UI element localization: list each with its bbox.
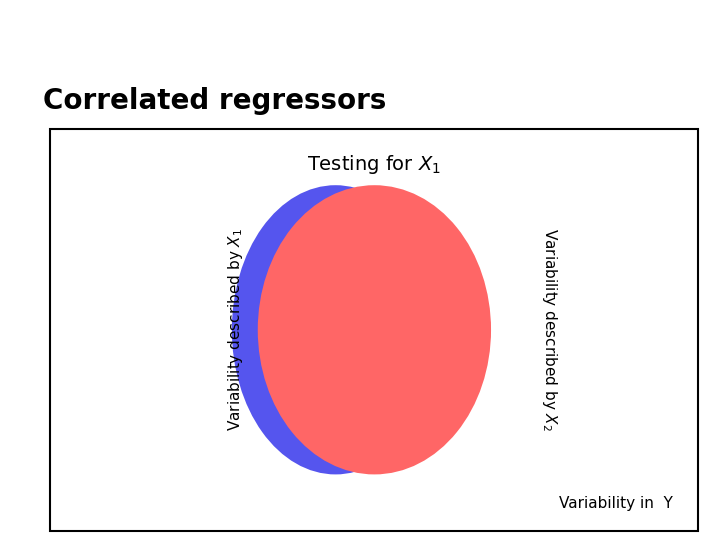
Text: SPM: SPM <box>593 18 702 62</box>
Text: Correlated regressors: Correlated regressors <box>43 87 387 115</box>
Ellipse shape <box>232 185 439 475</box>
Text: Variability in  Y: Variability in Y <box>559 496 672 511</box>
Text: Testing for $X_1$: Testing for $X_1$ <box>307 153 441 176</box>
Text: †: † <box>637 23 647 42</box>
Ellipse shape <box>258 185 491 475</box>
FancyBboxPatch shape <box>50 129 698 531</box>
Text: Variability described by $X_1$: Variability described by $X_1$ <box>225 228 245 431</box>
Text: Variability described by $X_2$: Variability described by $X_2$ <box>540 228 559 431</box>
